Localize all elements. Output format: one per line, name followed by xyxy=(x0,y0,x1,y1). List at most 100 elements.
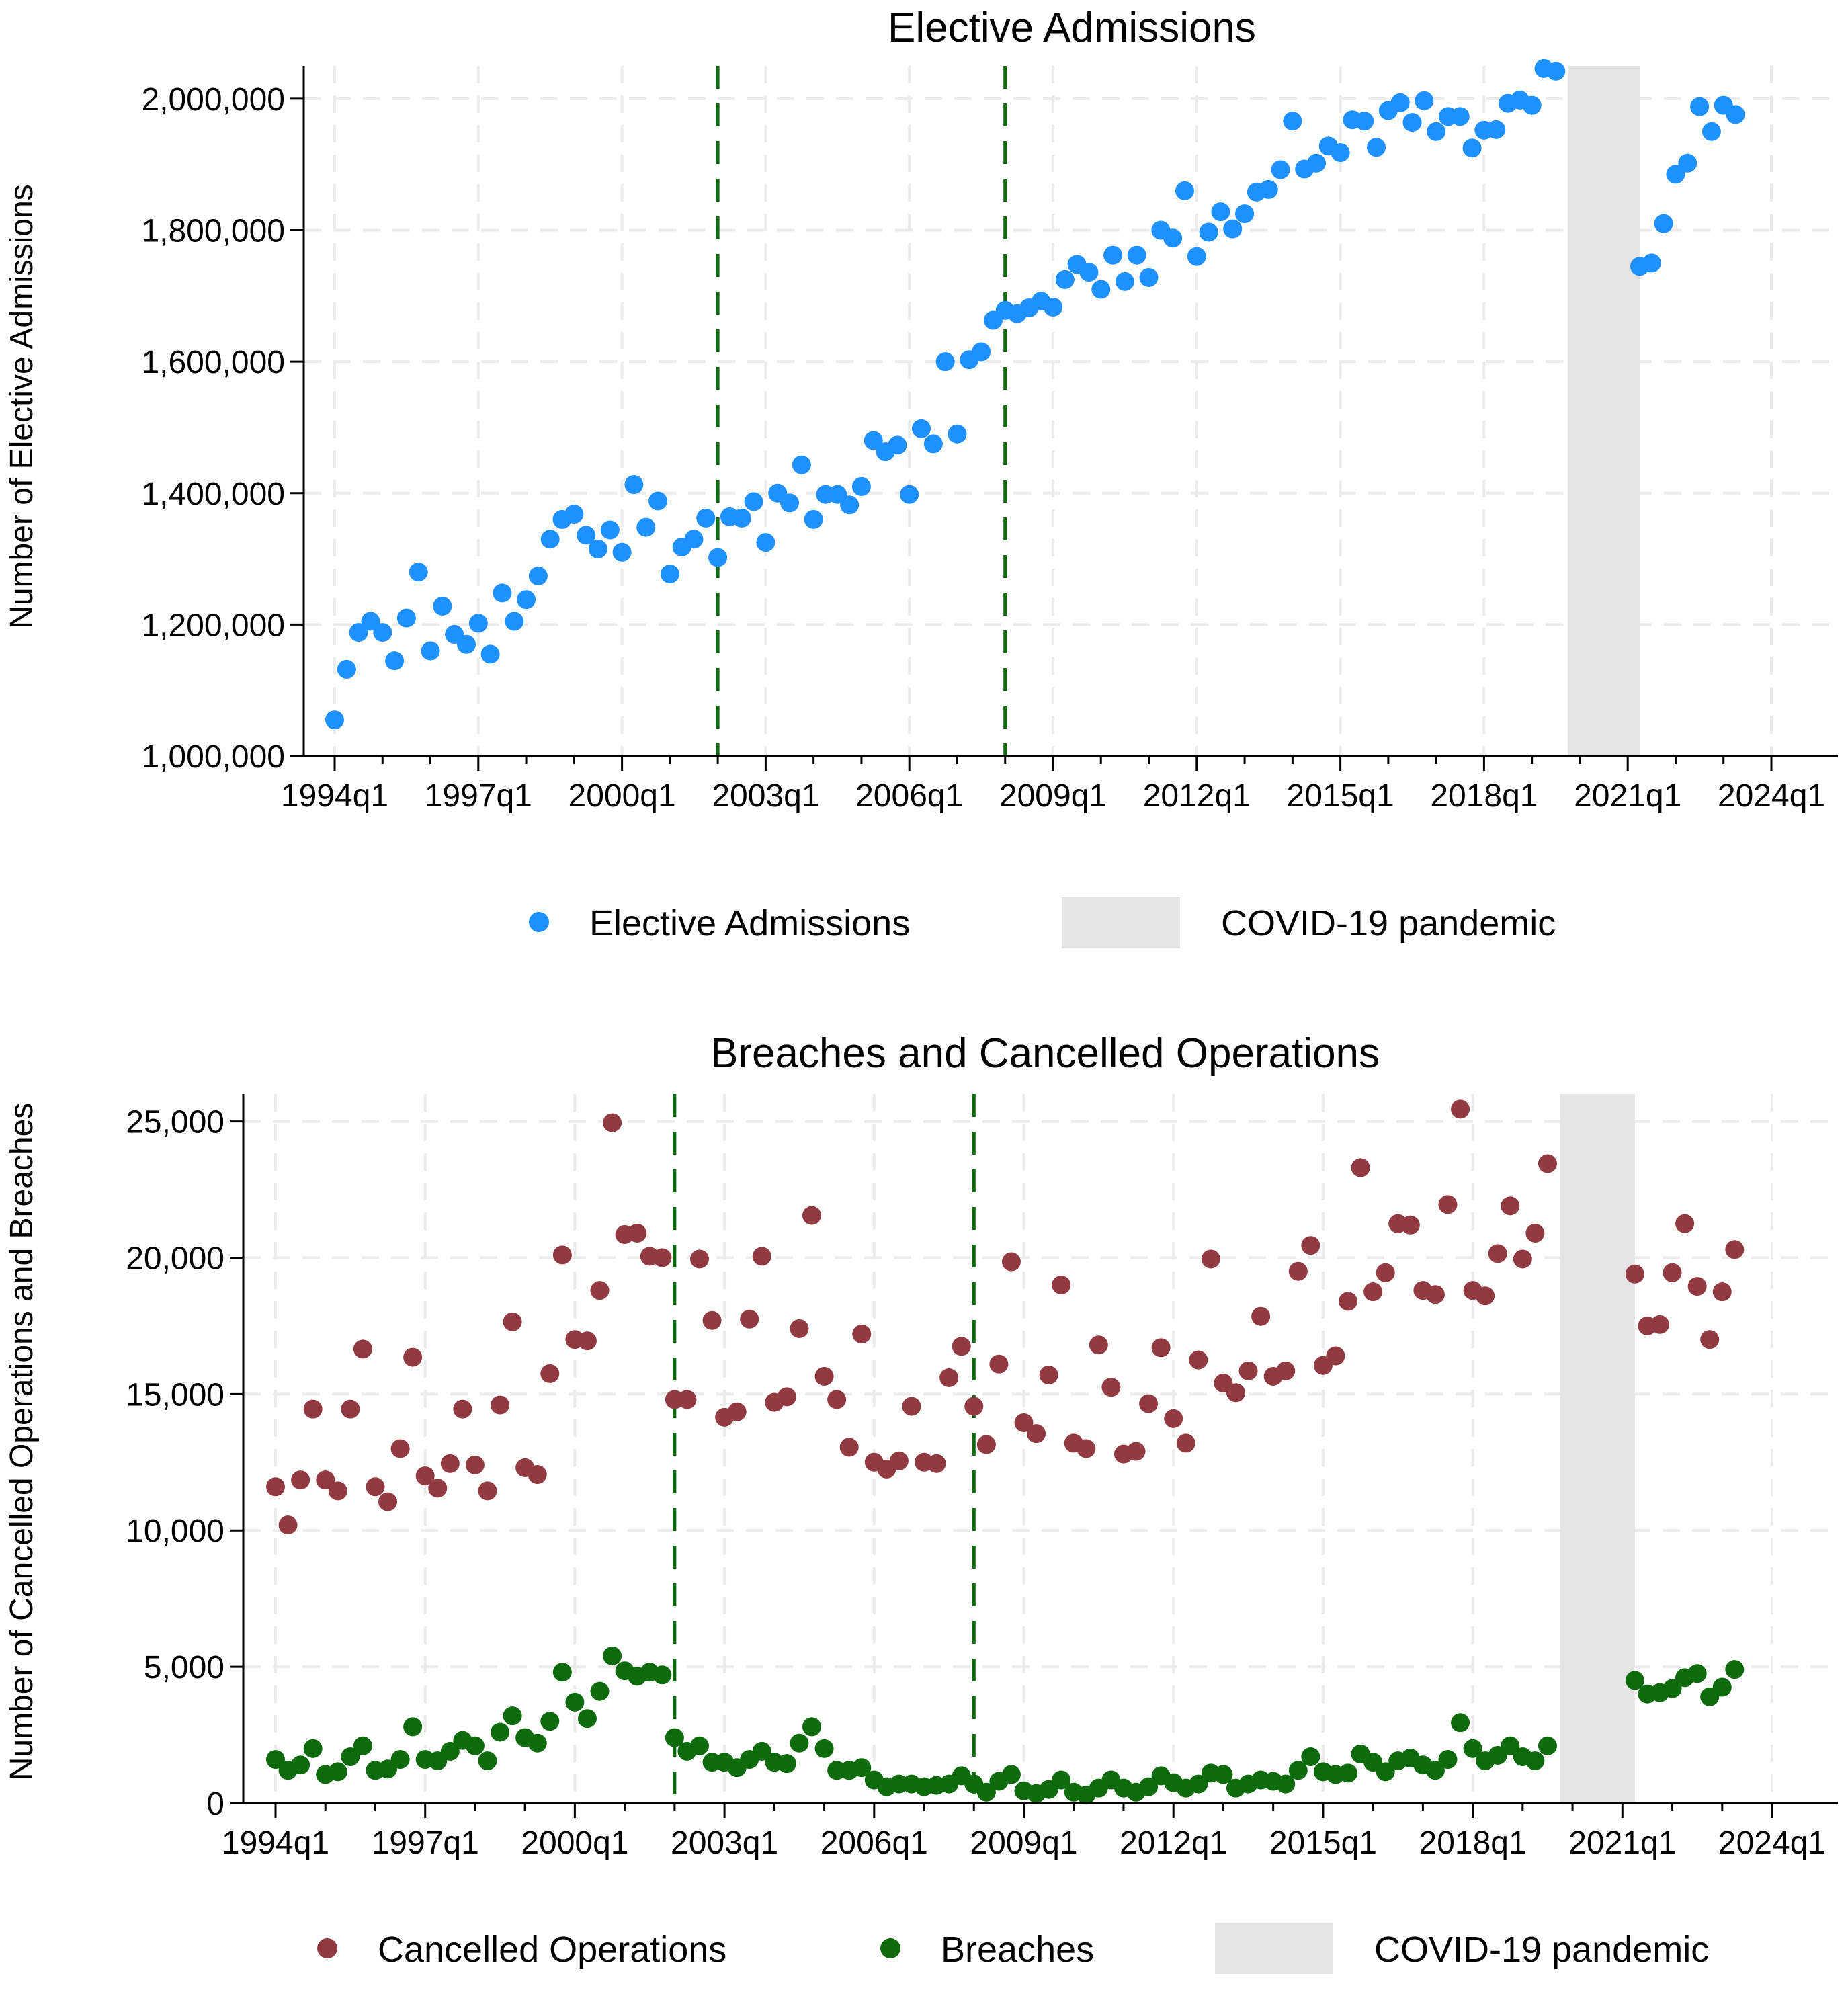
y-tick-label: 1,200,000 xyxy=(141,608,285,643)
data-point xyxy=(790,1319,809,1338)
data-point xyxy=(1663,1263,1682,1282)
legend-elective-marker xyxy=(529,912,549,932)
x-tick-label: 2024q1 xyxy=(1718,778,1825,814)
data-point xyxy=(1650,1315,1669,1334)
data-point xyxy=(1390,93,1410,112)
data-point xyxy=(1451,1099,1470,1119)
data-point xyxy=(390,1439,410,1458)
data-point xyxy=(1199,222,1218,242)
data-point xyxy=(952,1337,971,1356)
data-point xyxy=(1438,1750,1458,1770)
data-point xyxy=(1522,95,1542,115)
data-point xyxy=(814,1739,834,1758)
x-tick-label: 2012q1 xyxy=(1120,1825,1227,1861)
data-point xyxy=(1367,138,1386,157)
breaches-points xyxy=(266,1646,1745,1804)
data-point xyxy=(852,1325,872,1344)
data-point xyxy=(373,623,392,642)
data-point xyxy=(1189,1774,1208,1794)
data-point xyxy=(689,1249,709,1269)
x-tick-label: 2000q1 xyxy=(521,1825,628,1861)
data-point xyxy=(1376,1762,1395,1782)
x-tick-label: 2021q1 xyxy=(1574,778,1681,814)
x-tick-label: 1997q1 xyxy=(425,778,532,814)
elective-y-axis-label: Number of Elective Admissions xyxy=(4,184,40,629)
data-point xyxy=(303,1399,323,1419)
data-point xyxy=(1525,1751,1545,1771)
legend-cancelled-marker xyxy=(317,1938,337,1958)
data-point xyxy=(353,1736,372,1755)
data-point xyxy=(1259,179,1278,199)
data-point xyxy=(590,1281,610,1300)
data-point xyxy=(577,1709,597,1729)
data-point xyxy=(528,1733,547,1753)
data-point xyxy=(1301,1747,1320,1767)
y-tick-label: 0 xyxy=(206,1786,224,1822)
data-point xyxy=(1044,297,1062,317)
data-point xyxy=(923,434,943,454)
breaches-y-axis-label: Number of Cancelled Operations and Breac… xyxy=(4,1103,40,1781)
data-point xyxy=(503,1312,522,1331)
breaches-x-ticks: 1994q1 1997q1 2000q1 2003q1 2006q1 2009q1 2012… xyxy=(222,1803,1826,1861)
x-tick-label: 2018q1 xyxy=(1419,1825,1527,1861)
data-point xyxy=(989,1354,1009,1374)
data-point xyxy=(1546,61,1566,81)
y-tick-label: 10,000 xyxy=(126,1513,224,1549)
data-point xyxy=(341,1747,360,1767)
data-point xyxy=(864,431,883,450)
data-point xyxy=(744,492,763,511)
data-point xyxy=(1276,1361,1296,1380)
data-point xyxy=(1283,112,1302,131)
data-point xyxy=(964,1397,984,1416)
data-point xyxy=(1625,1264,1644,1284)
data-point xyxy=(976,1782,996,1802)
data-point xyxy=(851,476,871,496)
data-point xyxy=(456,634,476,654)
data-point xyxy=(505,612,524,631)
data-point xyxy=(648,491,668,511)
data-point xyxy=(328,1762,347,1782)
data-point xyxy=(1525,1223,1545,1243)
data-point xyxy=(1288,1261,1308,1281)
data-point xyxy=(1538,1736,1557,1755)
data-point xyxy=(291,1470,310,1490)
data-point xyxy=(349,623,368,642)
data-point xyxy=(415,1466,435,1486)
data-point xyxy=(912,419,931,438)
data-point xyxy=(491,1395,510,1415)
elective-y-ticks: 1,000,000 1,200,000 1,400,000 1,600,000 1,80… xyxy=(141,82,304,775)
x-tick-label: 2021q1 xyxy=(1568,1825,1676,1861)
data-point xyxy=(600,520,620,540)
data-point xyxy=(1427,122,1446,141)
data-point xyxy=(421,641,440,661)
data-point xyxy=(1376,1263,1395,1282)
data-point xyxy=(802,1717,822,1737)
data-point xyxy=(1351,1158,1370,1177)
data-point xyxy=(1052,1770,1071,1790)
data-point xyxy=(278,1515,298,1535)
x-tick-label: 2012q1 xyxy=(1143,778,1251,814)
data-point xyxy=(1271,160,1290,179)
data-point xyxy=(440,1741,460,1761)
data-point xyxy=(1091,280,1111,299)
data-point xyxy=(827,1390,847,1409)
data-point xyxy=(852,1758,872,1778)
data-point xyxy=(540,1364,560,1383)
data-point xyxy=(552,1245,572,1265)
data-point xyxy=(1451,1713,1470,1733)
breaches-chart-title: Breaches and Cancelled Operations xyxy=(710,1030,1380,1077)
data-point xyxy=(325,710,344,730)
x-tick-label: 2006q1 xyxy=(821,1825,928,1861)
data-point xyxy=(1488,1244,1507,1263)
data-point xyxy=(493,583,512,603)
data-point xyxy=(1402,113,1422,132)
data-point xyxy=(628,1223,647,1243)
data-point xyxy=(1189,1350,1208,1370)
data-point xyxy=(478,1481,497,1501)
data-point xyxy=(804,509,823,529)
data-point xyxy=(1690,97,1710,116)
data-point xyxy=(353,1339,372,1359)
data-point xyxy=(1725,1660,1745,1679)
data-point xyxy=(1339,1292,1358,1311)
data-point xyxy=(361,612,380,631)
